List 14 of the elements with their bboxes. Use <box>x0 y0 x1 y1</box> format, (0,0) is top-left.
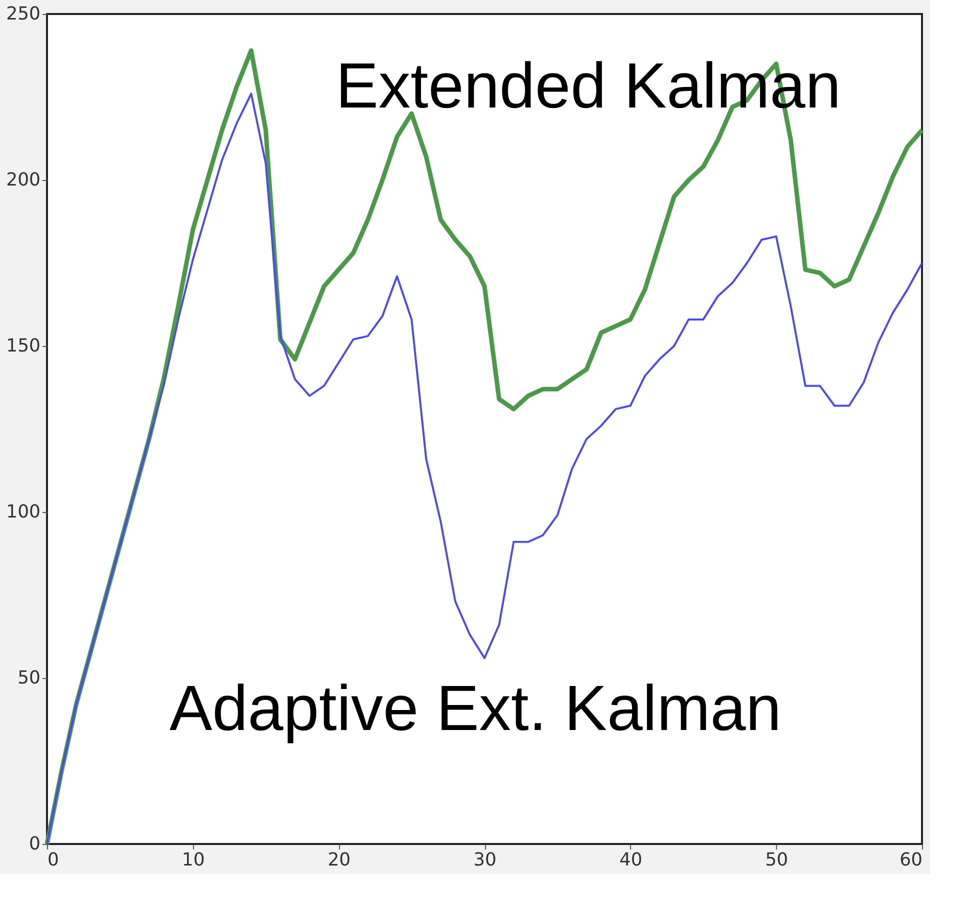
series-label: Adaptive Ext. Kalman <box>170 672 782 744</box>
x-tick-label: 10 <box>182 850 205 870</box>
y-tick-label: 100 <box>6 502 40 522</box>
x-tick-label: 0 <box>48 850 59 870</box>
x-tick-label: 50 <box>765 850 788 870</box>
y-tick-label: 200 <box>6 170 40 190</box>
x-tick-label: 60 <box>900 850 922 870</box>
y-tick-label: 50 <box>18 668 40 688</box>
y-tick-label: 0 <box>29 834 40 854</box>
x-tick-label: 40 <box>619 850 642 870</box>
x-tick-label: 30 <box>474 850 496 870</box>
y-tick-label: 250 <box>6 4 40 24</box>
y-tick-label: 150 <box>6 336 40 356</box>
x-tick-label: 20 <box>328 850 351 870</box>
